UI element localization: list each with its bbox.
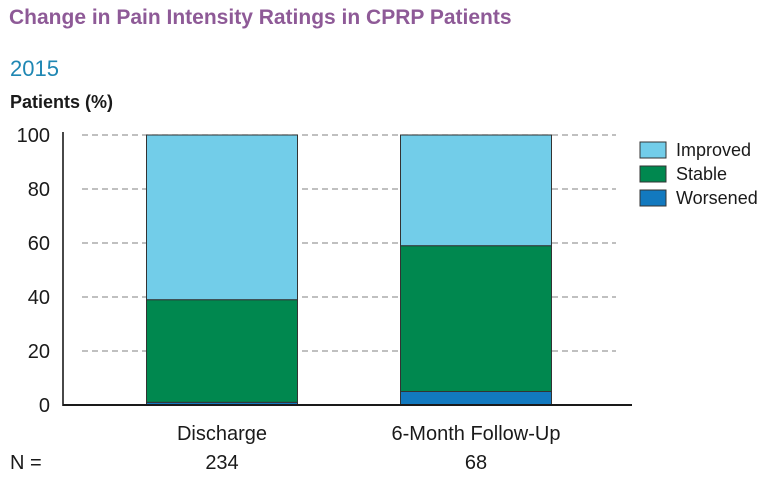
bar-segment-stable	[146, 299, 298, 403]
bar-segment-stable	[400, 245, 552, 392]
axes	[62, 132, 632, 406]
n-value: 234	[205, 452, 238, 474]
legend-label-stable: Stable	[676, 164, 727, 184]
legend: Improved Stable Worsened	[639, 140, 758, 208]
y-tick-label: 40	[28, 287, 50, 309]
y-tick-label: 80	[28, 179, 50, 201]
bar-segment-improved	[400, 134, 552, 247]
n-value: 68	[465, 452, 487, 474]
y-tick-label: 60	[28, 233, 50, 255]
y-tick-label: 0	[39, 395, 50, 417]
bars	[146, 134, 552, 406]
y-ticks: 0 20 40 60 80 100	[17, 125, 50, 417]
chart-subtitle: 2015	[10, 56, 59, 81]
legend-label-worsened: Worsened	[676, 188, 758, 208]
chart-title: Change in Pain Intensity Ratings in CPRP…	[9, 6, 512, 29]
legend-swatch-worsened	[639, 189, 667, 207]
n-label: N =	[10, 452, 42, 474]
y-tick-label: 20	[28, 341, 50, 363]
x-category-label: Discharge	[177, 423, 267, 445]
x-category-label: 6-Month Follow-Up	[392, 423, 561, 445]
legend-swatch-improved	[639, 141, 667, 159]
y-axis-label: Patients (%)	[10, 92, 113, 112]
bar-segment-improved	[146, 134, 298, 301]
bar-segment-worsened	[400, 391, 552, 406]
legend-label-improved: Improved	[676, 140, 751, 160]
x-categories: Discharge 234 6-Month Follow-Up 68 N =	[10, 423, 560, 474]
legend-swatch-stable	[639, 165, 667, 183]
y-tick-label: 100	[17, 125, 50, 147]
